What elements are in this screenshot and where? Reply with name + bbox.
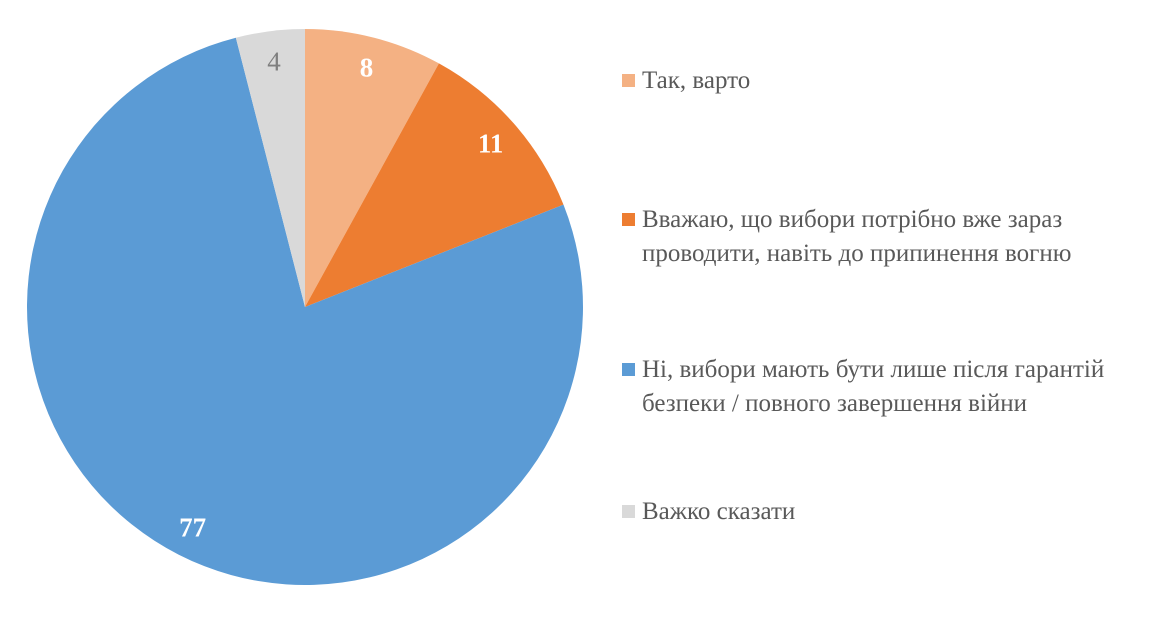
pie-slice — [305, 63, 564, 307]
data-label: 8 — [360, 52, 374, 82]
legend-item-after-war: Ні, вибори мають бути лише після гаранті… — [622, 353, 1162, 421]
pie-slice — [305, 29, 439, 307]
pie-slice — [235, 29, 305, 307]
legend-swatch — [622, 505, 635, 518]
pie-slice — [27, 37, 584, 586]
data-label: 77 — [179, 512, 206, 542]
legend-item-yes: Так, варто — [622, 64, 1162, 98]
legend-item-now: Вважаю, що вибори потрібно вже зараз про… — [622, 203, 1162, 271]
legend-label: Так, варто — [642, 67, 751, 94]
data-label: 11 — [478, 128, 504, 158]
legend-swatch — [622, 363, 635, 376]
legend-item-hard-to-say: Важко сказати — [622, 495, 1162, 529]
data-label: 4 — [267, 47, 281, 77]
legend-label: Вважаю, що вибори потрібно вже зараз про… — [642, 206, 1072, 267]
legend-swatch — [622, 74, 635, 87]
legend-label: Важко сказати — [642, 498, 796, 525]
legend-label: Ні, вибори мають бути лише після гаранті… — [642, 356, 1105, 417]
legend-swatch — [622, 213, 635, 226]
